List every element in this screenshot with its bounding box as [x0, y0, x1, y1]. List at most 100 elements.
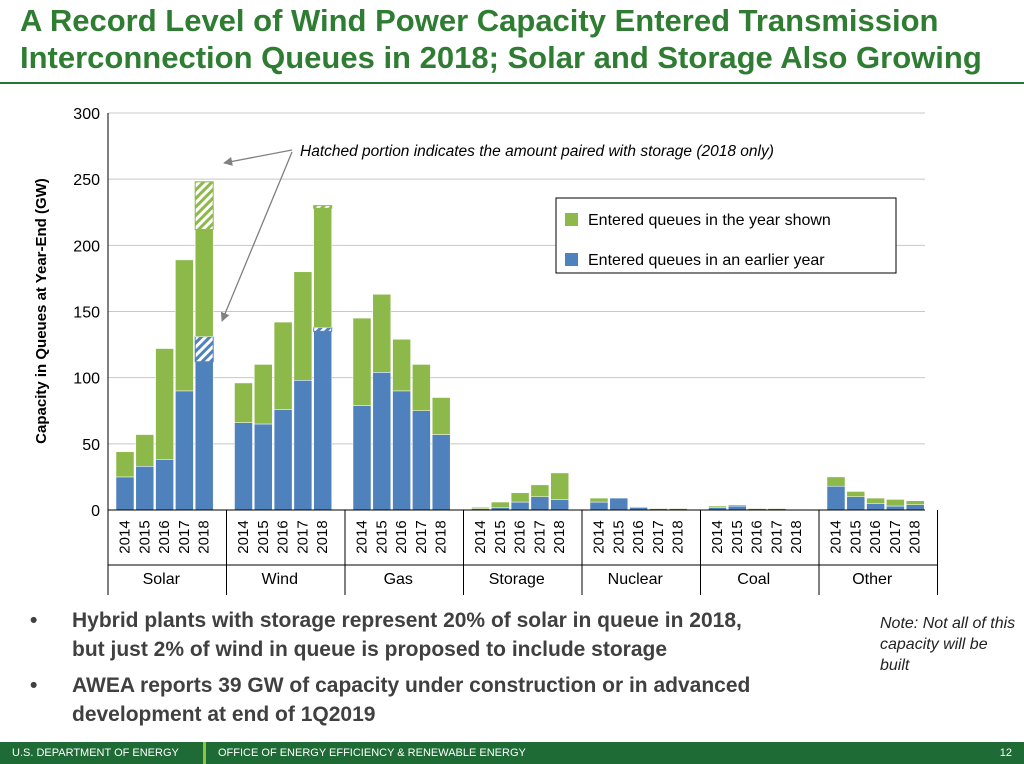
x-year-label: 2016: [867, 520, 884, 553]
bullet-line: development at end of 1Q2019: [72, 703, 376, 726]
x-year-label: 2016: [393, 520, 410, 553]
title-line-2: Interconnection Queues in 2018; Solar an…: [20, 40, 982, 75]
bar-earlier: [728, 505, 747, 511]
x-group-label: Other: [852, 571, 893, 588]
x-year-label: 2015: [492, 520, 509, 553]
bar-earlier: [589, 501, 609, 511]
bar-shown: [629, 506, 648, 508]
x-year-label: 2015: [255, 520, 272, 553]
bar-shown: [293, 271, 313, 381]
bar-shown: [491, 501, 510, 508]
bar-shown: [905, 500, 925, 505]
bar-shown: [589, 497, 609, 503]
bar-earlier: [135, 466, 155, 511]
bullet-marker: •: [30, 609, 38, 632]
bar-shown: [115, 451, 135, 478]
y-tick-label: 50: [82, 437, 100, 454]
x-year-label: 2014: [117, 520, 134, 553]
x-group-label: Wind: [262, 571, 298, 588]
title-line-1: A Record Level of Wind Power Capacity En…: [20, 3, 939, 38]
x-year-label: 2014: [472, 520, 489, 553]
bar-shown: [194, 229, 214, 337]
bullet-marker: •: [30, 674, 38, 697]
bar-earlier: [313, 331, 332, 511]
bar-shown: [826, 476, 846, 487]
bar-shown: [886, 499, 905, 507]
bar-shown: [254, 364, 273, 425]
bar-shown: [273, 321, 293, 410]
bullet-item: • AWEA reports 39 GW of capacity under c…: [30, 671, 860, 729]
y-tick-label: 100: [73, 371, 100, 388]
y-tick-label: 0: [91, 503, 100, 520]
annotation-arrow-lower: [220, 151, 293, 322]
x-year-label: 2018: [314, 520, 331, 553]
x-year-label: 2014: [828, 520, 845, 553]
x-group-label: Storage: [489, 571, 545, 588]
x-year-label: 2016: [630, 520, 647, 553]
x-year-label: 2017: [650, 520, 667, 553]
x-year-label: 2015: [373, 520, 390, 553]
bullet-list: • Hybrid plants with storage represent 2…: [30, 606, 860, 736]
bar-shown: [846, 491, 866, 498]
footer-bar: U.S. DEPARTMENT OF ENERGY OFFICE OF ENER…: [0, 742, 1024, 764]
storage-annotation: Hatched portion indicates the amount pai…: [300, 143, 774, 160]
x-year-label: 2014: [354, 520, 371, 553]
bar-shown: [747, 507, 767, 509]
bar-earlier: [609, 497, 629, 511]
x-year-label: 2014: [709, 520, 726, 553]
x-year-label: 2014: [235, 520, 252, 553]
bar-earlier: [115, 476, 135, 511]
bar-shown: [530, 484, 550, 498]
legend-label-earlier: Entered queues in an earlier year: [588, 252, 825, 269]
legend-box: [555, 197, 897, 274]
y-tick-label: 250: [73, 172, 100, 189]
x-year-label: 2018: [196, 520, 213, 553]
bar-earlier: [431, 434, 451, 511]
x-year-label: 2017: [768, 520, 785, 553]
bar-earlier: [254, 423, 273, 511]
bar-shown: [175, 259, 194, 392]
x-year-label: 2015: [847, 520, 864, 553]
bar-earlier-storage-hatch: [313, 326, 333, 332]
x-group-label: Coal: [737, 571, 770, 588]
x-year-label: 2017: [531, 520, 548, 553]
bar-shown-storage-hatch: [194, 181, 214, 230]
footer-doe-label: U.S. DEPARTMENT OF ENERGY: [12, 747, 179, 759]
bullet-line: but just 2% of wind in queue is proposed…: [72, 638, 668, 661]
bar-shown: [471, 507, 490, 509]
footer-separator: [203, 742, 206, 764]
capacity-note: Note: Not all of this capacity will be b…: [880, 615, 1016, 674]
bullet-item: • Hybrid plants with storage represent 2…: [30, 606, 860, 664]
bullet-line: Hybrid plants with storage represent 20%…: [72, 609, 742, 632]
bar-earlier: [155, 459, 174, 511]
bar-earlier: [550, 499, 569, 511]
page-number: 12: [999, 747, 1012, 759]
bar-earlier: [530, 496, 550, 511]
bar-earlier: [293, 380, 313, 511]
y-tick-label: 200: [73, 238, 100, 255]
bar-earlier: [510, 501, 530, 511]
x-year-label: 2017: [887, 520, 904, 553]
bar-earlier: [194, 361, 214, 511]
bar-earlier: [392, 390, 411, 511]
x-year-label: 2015: [136, 520, 153, 553]
bar-earlier: [412, 410, 431, 511]
gridlines: [108, 112, 925, 445]
x-year-label: 2018: [670, 520, 687, 553]
bar-shown: [510, 492, 530, 503]
bar-shown: [431, 397, 451, 435]
bar-shown: [767, 507, 787, 509]
y-axis-label: Capacity in Queues at Year-End (GW): [33, 178, 50, 444]
legend-label-shown: Entered queues in the year shown: [588, 212, 831, 229]
x-year-label: 2017: [176, 520, 193, 553]
bar-earlier: [273, 409, 293, 511]
x-year-label: 2014: [591, 520, 608, 553]
bar-shown: [372, 294, 392, 373]
x-year-label: 2017: [294, 520, 311, 553]
bar-shown: [550, 472, 569, 500]
bullet-line: AWEA reports 39 GW of capacity under con…: [72, 674, 751, 697]
bar-earlier: [826, 485, 846, 511]
bar-shown-storage-hatch: [313, 205, 333, 209]
bar-earlier: [866, 503, 885, 511]
